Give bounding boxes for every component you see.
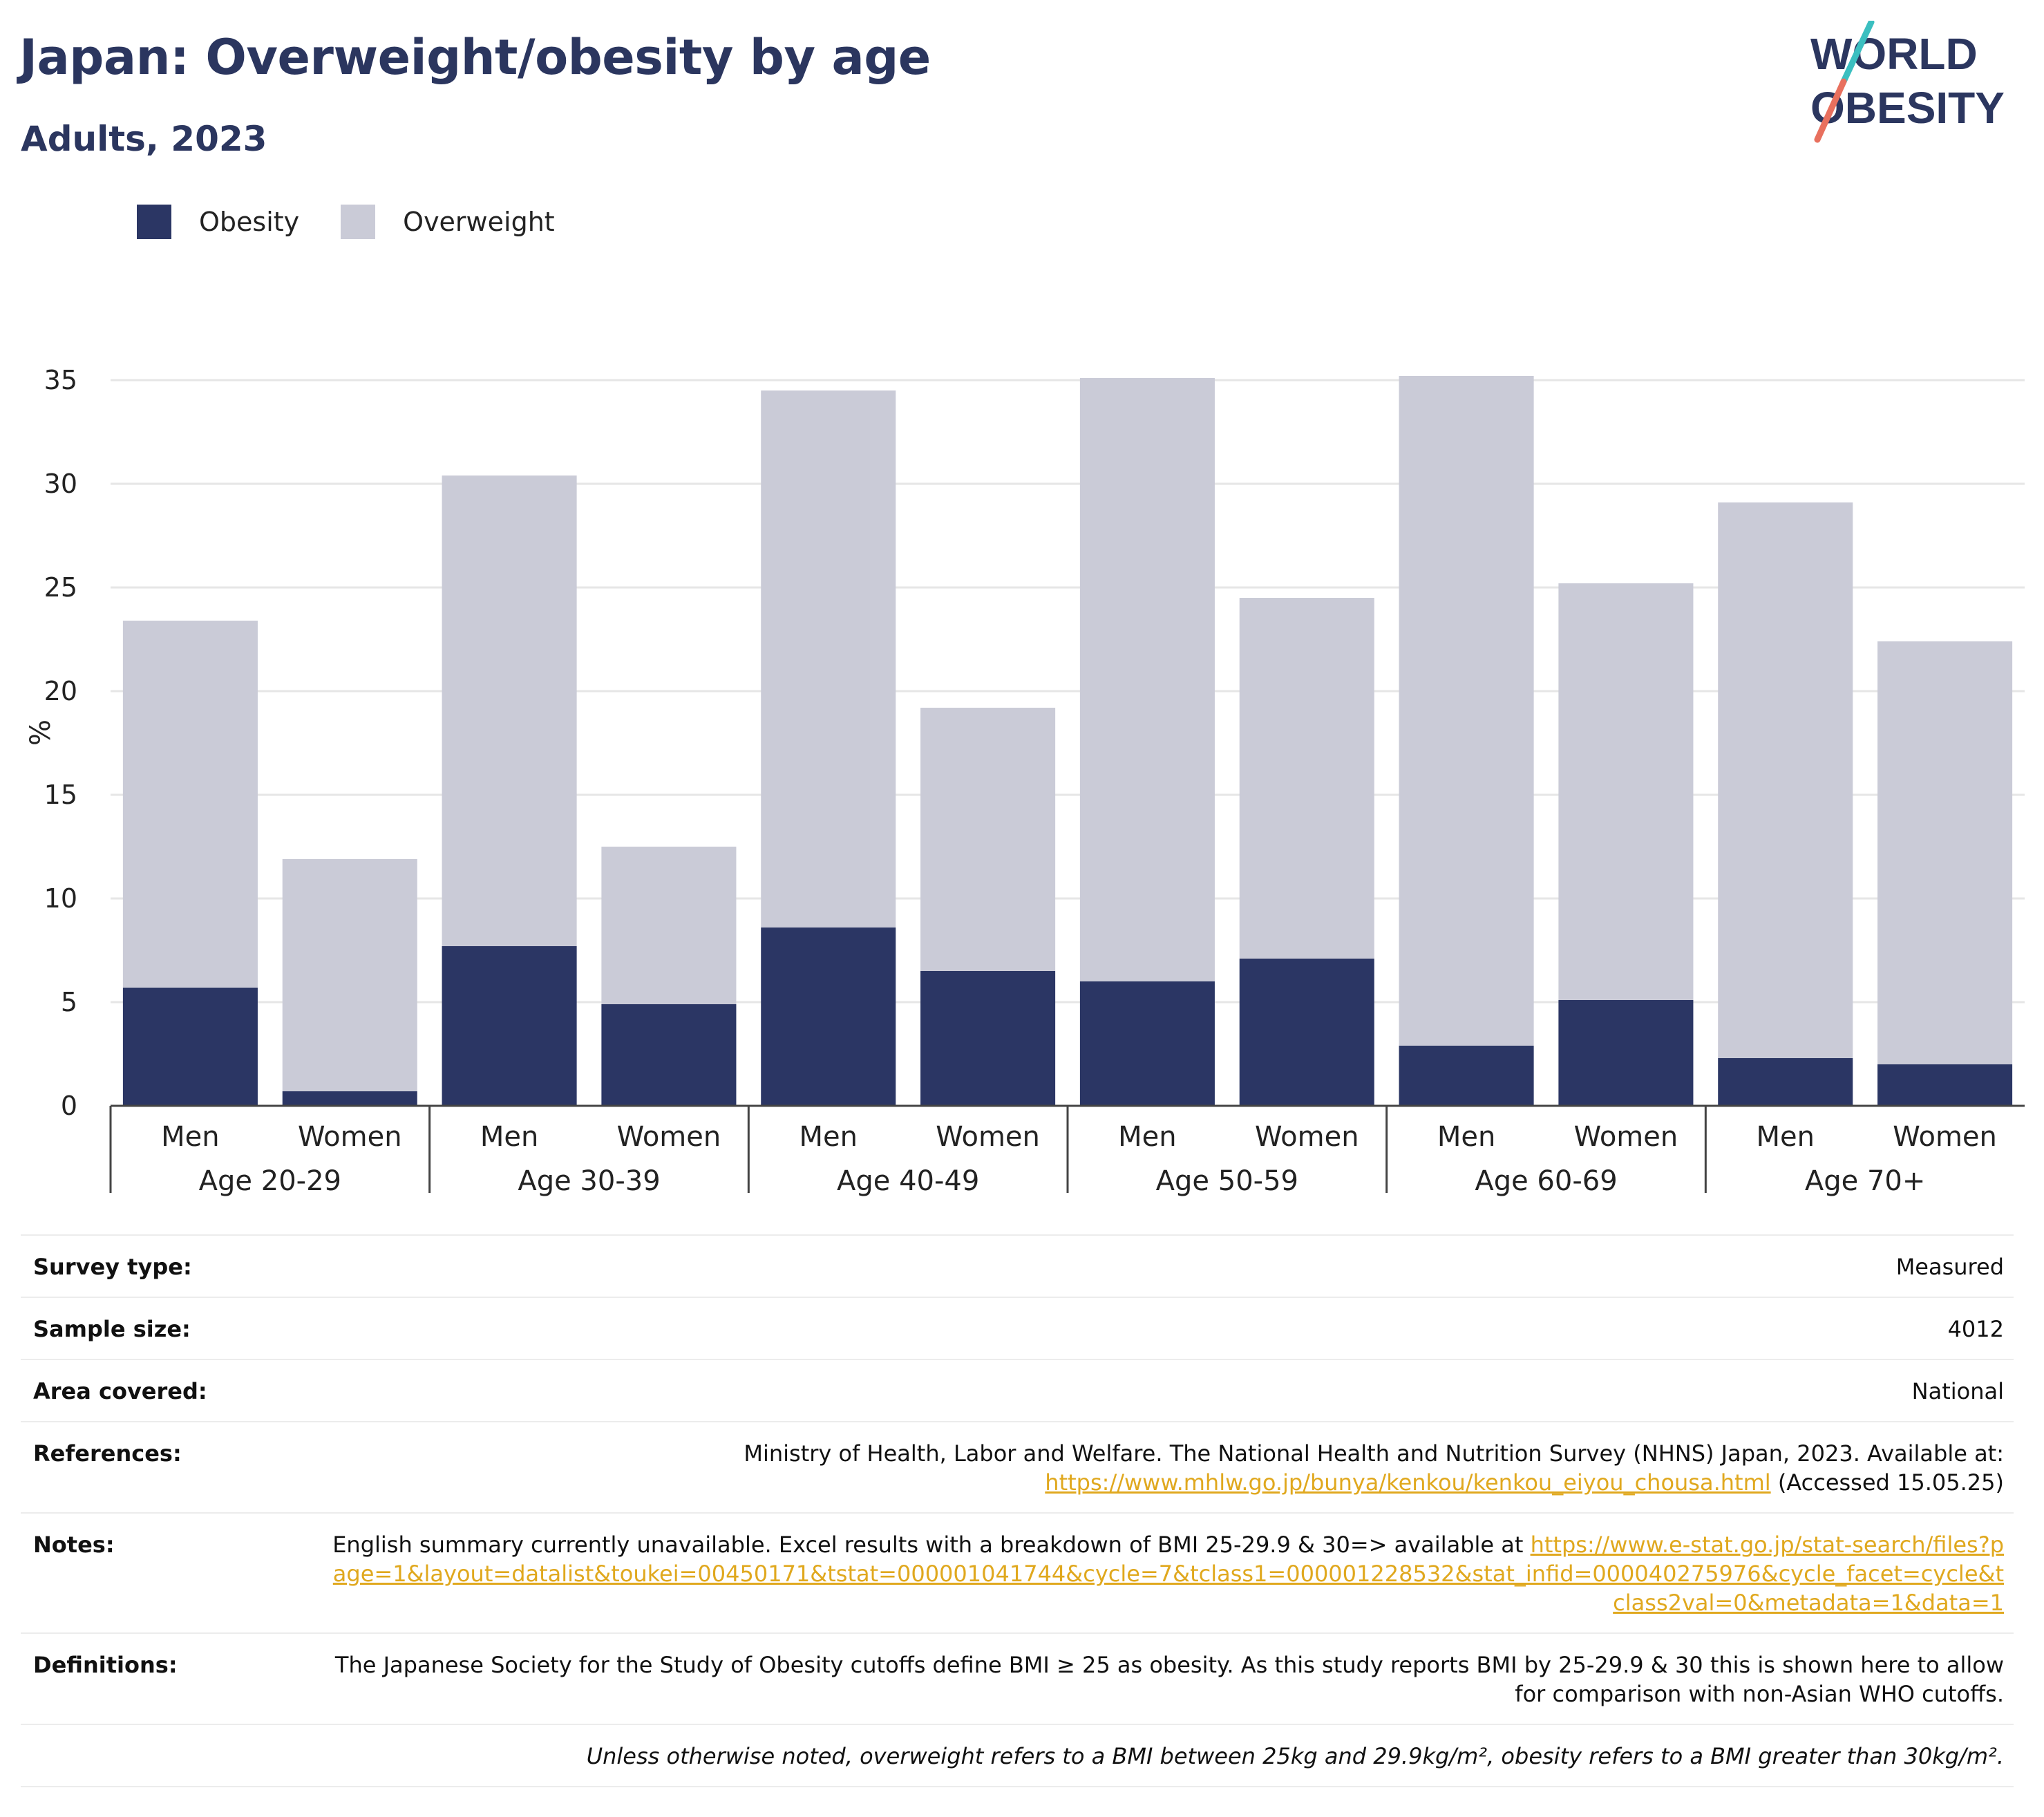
chart-legend: Obesity Overweight — [137, 205, 596, 239]
bar-obesity — [920, 971, 1056, 1106]
x-group-label: Age 20-29 — [199, 1165, 341, 1197]
bar-overweight — [442, 476, 577, 946]
x-category-label: Men — [1757, 1121, 1815, 1153]
logo-slash-top — [1840, 21, 1875, 85]
bar-obesity — [442, 946, 577, 1106]
survey-type-label: Survey type: — [33, 1254, 192, 1280]
x-category-label: Men — [799, 1121, 858, 1153]
x-category-label: Women — [1255, 1121, 1359, 1153]
x-group-label: Age 50-59 — [1156, 1165, 1298, 1197]
notes-link[interactable]: https://www.e-stat.go.jp/stat-search/fil… — [332, 1532, 2004, 1616]
sample-size-value: 4012 — [1947, 1316, 2004, 1342]
x-category-label: Men — [480, 1121, 538, 1153]
notes-text: English summary currently unavailable. E… — [332, 1532, 1524, 1558]
references-value: Ministry of Health, Labor and Welfare. T… — [323, 1439, 2004, 1497]
survey-type-value: Measured — [1895, 1254, 2004, 1280]
bar-overweight — [1877, 641, 2013, 1064]
x-category-label: Women — [936, 1121, 1040, 1153]
world-obesity-logo: WORLD OBESITY — [1810, 21, 2005, 143]
x-category-label: Men — [161, 1121, 219, 1153]
x-group-label: Age 30-39 — [518, 1165, 660, 1197]
bar-obesity — [122, 988, 258, 1106]
definitions-value: The Japanese Society for the Study of Ob… — [334, 1652, 2004, 1707]
sample-size-label: Sample size: — [33, 1316, 191, 1342]
x-group-label: Age 40-49 — [837, 1165, 979, 1197]
x-group-label: Age 70+ — [1805, 1165, 1926, 1197]
bar-overweight — [1558, 583, 1694, 1000]
footnote-text: Unless otherwise noted, overweight refer… — [586, 1743, 2004, 1769]
legend-item-overweight[interactable]: Overweight — [341, 205, 555, 239]
references-label: References: — [33, 1440, 182, 1467]
bar-obesity — [1079, 981, 1215, 1106]
y-tick-label: 30 — [44, 469, 77, 499]
x-category-label: Women — [617, 1121, 721, 1153]
bar-obesity — [282, 1091, 417, 1106]
y-tick-label: 35 — [44, 365, 77, 395]
y-tick-label: 20 — [44, 676, 77, 706]
x-category-label: Men — [1118, 1121, 1176, 1153]
stacked-bar-chart: 0 5 10 15 20 25 30 35% Men Women Men Women Men Women M… — [25, 365, 2025, 1197]
area-label: Area covered: — [33, 1378, 207, 1404]
bar-overweight — [122, 621, 258, 988]
bar-overweight — [282, 859, 417, 1091]
bar-obesity — [761, 928, 896, 1106]
info-row-references: References: Ministry of Health, Labor an… — [21, 1421, 2014, 1512]
y-tick-label: 5 — [61, 987, 77, 1017]
info-row-sample-size: Sample size: 4012 — [21, 1297, 2014, 1359]
bar-obesity — [1239, 959, 1374, 1106]
y-axis-title: % — [25, 719, 57, 746]
info-row-definitions: Definitions: The Japanese Society for th… — [21, 1632, 2014, 1724]
logo-line2: OBESITY — [1810, 83, 2005, 133]
bar-overweight — [1079, 378, 1215, 981]
logo-slash-bottom — [1814, 78, 1847, 143]
references-text: Ministry of Health, Labor and Welfare. T… — [744, 1440, 2004, 1467]
chart-title: Japan: Overweight/obesity by age — [19, 29, 931, 86]
bar-obesity — [1718, 1058, 1853, 1106]
x-category-label: Women — [1893, 1121, 1997, 1153]
info-row-footnote: Unless otherwise noted, overweight refer… — [21, 1724, 2014, 1787]
y-tick-label: 15 — [44, 780, 77, 810]
bar-obesity — [1877, 1064, 2013, 1106]
bar-obesity — [1399, 1046, 1534, 1106]
legend-item-obesity[interactable]: Obesity — [137, 205, 299, 239]
y-tick-label: 10 — [44, 883, 77, 914]
bar-overweight — [1239, 598, 1374, 959]
bar-obesity — [1558, 1000, 1694, 1106]
definitions-label: Definitions: — [33, 1652, 178, 1678]
info-row-notes: Notes: English summary currently unavail… — [21, 1512, 2014, 1632]
bar-overweight — [601, 847, 737, 1004]
notes-label: Notes: — [33, 1532, 115, 1558]
legend-label-obesity: Obesity — [199, 207, 300, 237]
bar-obesity — [601, 1004, 737, 1106]
x-category-label: Men — [1437, 1121, 1495, 1153]
legend-swatch-overweight — [341, 205, 376, 239]
legend-swatch-obesity — [137, 205, 171, 239]
x-group-label: Age 60-69 — [1475, 1165, 1617, 1197]
references-link[interactable]: https://www.mhlw.go.jp/bunya/kenkou/kenk… — [1045, 1469, 1771, 1496]
area-value: National — [1911, 1378, 2004, 1404]
bar-overweight — [1718, 502, 1853, 1058]
info-row-area: Area covered: National — [21, 1359, 2014, 1421]
bar-overweight — [1399, 376, 1534, 1046]
legend-label-overweight: Overweight — [403, 207, 555, 237]
x-category-label: Women — [1574, 1121, 1678, 1153]
bar-overweight — [761, 390, 896, 928]
y-tick-label: 25 — [44, 572, 77, 603]
bar-overweight — [920, 708, 1056, 971]
survey-info-table: Survey type: Measured Sample size: 4012 … — [21, 1234, 2014, 1787]
info-row-survey-type: Survey type: Measured — [21, 1234, 2014, 1297]
notes-value: English summary currently unavailable. E… — [323, 1530, 2004, 1617]
logo-line1: WORLD — [1810, 29, 1978, 79]
references-suffix: (Accessed 15.05.25) — [1777, 1469, 2004, 1496]
chart-subtitle: Adults, 2023 — [21, 119, 267, 159]
x-category-label: Women — [298, 1121, 402, 1153]
y-tick-label: 0 — [61, 1091, 77, 1121]
